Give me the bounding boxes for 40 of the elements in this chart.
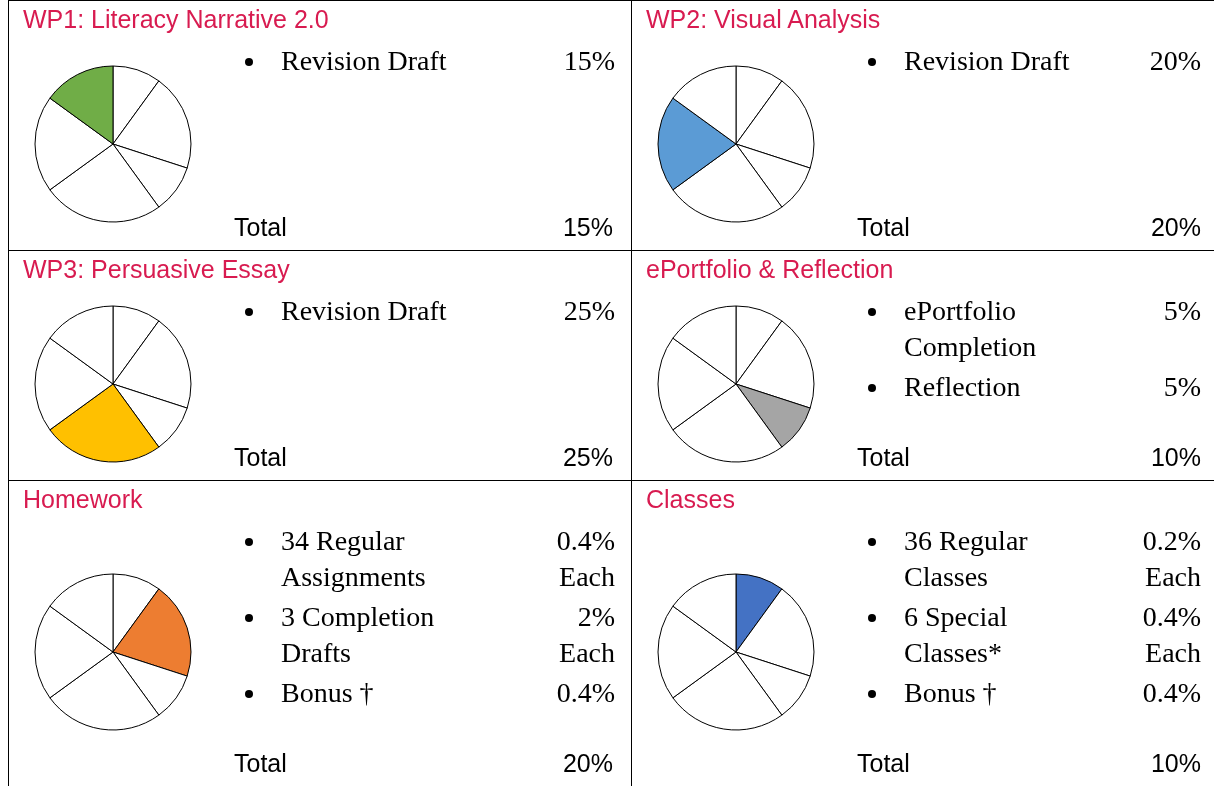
chart-title: WP1: Literacy Narrative 2.0 <box>23 5 329 34</box>
text: 10% <box>1150 443 1201 472</box>
text: 36 Regular Classes <box>904 524 1029 594</box>
text: 20% <box>1150 213 1201 242</box>
text: 3 Completion Drafts <box>281 600 436 670</box>
text: Total <box>857 443 910 472</box>
text: Revision Draft <box>904 44 1071 78</box>
chart-title: WP2: Visual Analysis <box>646 5 881 34</box>
text: 0.4% Each <box>555 524 615 594</box>
text: 20% <box>562 749 613 778</box>
text: Bonus † <box>281 676 375 710</box>
text: 25% <box>562 443 613 472</box>
text: ePortfolio Completion <box>904 294 1038 364</box>
chart-title: WP3: Persuasive Essay <box>23 255 290 284</box>
text: 10% <box>1150 749 1201 778</box>
chart-title: Classes <box>646 485 735 514</box>
text: Total <box>234 213 287 242</box>
text: 5% <box>1162 294 1201 328</box>
text: Total <box>857 213 910 242</box>
text: 15% <box>562 213 613 242</box>
chart-title: Homework <box>23 485 143 514</box>
text: Revision Draft <box>281 294 448 328</box>
text: 34 Regular Assignments <box>281 524 427 594</box>
text: Bonus † <box>904 676 998 710</box>
text: Total <box>234 749 287 778</box>
text: 25% <box>562 294 615 328</box>
text: 0.4% <box>555 676 615 710</box>
text: 5% <box>1162 370 1201 404</box>
text: Total <box>857 749 910 778</box>
text: 6 Special Classes* <box>904 600 1009 670</box>
text: Revision Draft <box>281 44 448 78</box>
text: 0.4% Each <box>1141 600 1201 670</box>
text: Reflection <box>904 370 1022 404</box>
text: 0.4% <box>1141 676 1201 710</box>
chart-title: ePortfolio & Reflection <box>646 255 894 284</box>
text: 2% Each <box>558 600 615 670</box>
text: 15% <box>562 44 615 78</box>
text: 0.2% Each <box>1141 524 1201 594</box>
text: Total <box>234 443 287 472</box>
text: 20% <box>1148 44 1201 78</box>
